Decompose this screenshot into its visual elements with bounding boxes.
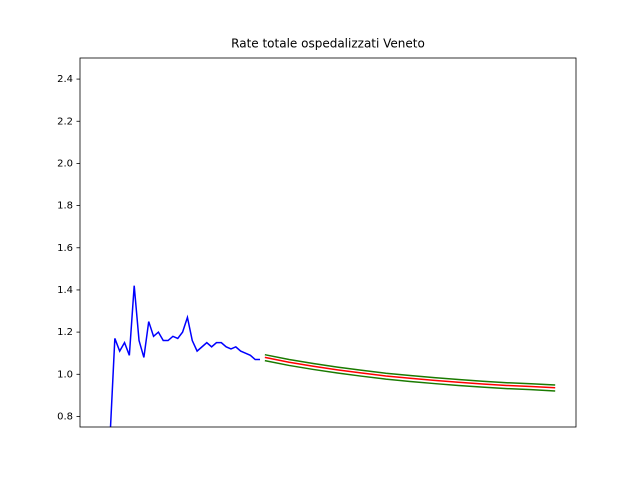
y-tick-label: 0.8	[57, 411, 73, 422]
series-line	[109, 285, 261, 427]
y-tick-label: 1.8	[57, 201, 73, 212]
y-tick-label: 1.2	[57, 327, 73, 338]
y-tick-label: 1.4	[57, 285, 73, 296]
chart-title: Rate totale ospedalizzati Veneto	[231, 37, 425, 51]
y-tick-label: 1.6	[57, 243, 73, 254]
y-tick-label: 1.0	[57, 369, 73, 380]
y-tick-label: 2.0	[57, 158, 73, 169]
series-line	[264, 359, 556, 392]
series-line	[264, 353, 556, 386]
y-tick-label: 2.2	[57, 116, 73, 127]
axes-frame	[79, 57, 577, 428]
y-tick-label: 2.4	[57, 74, 73, 85]
series-line	[264, 356, 556, 389]
plot-area	[109, 285, 556, 427]
